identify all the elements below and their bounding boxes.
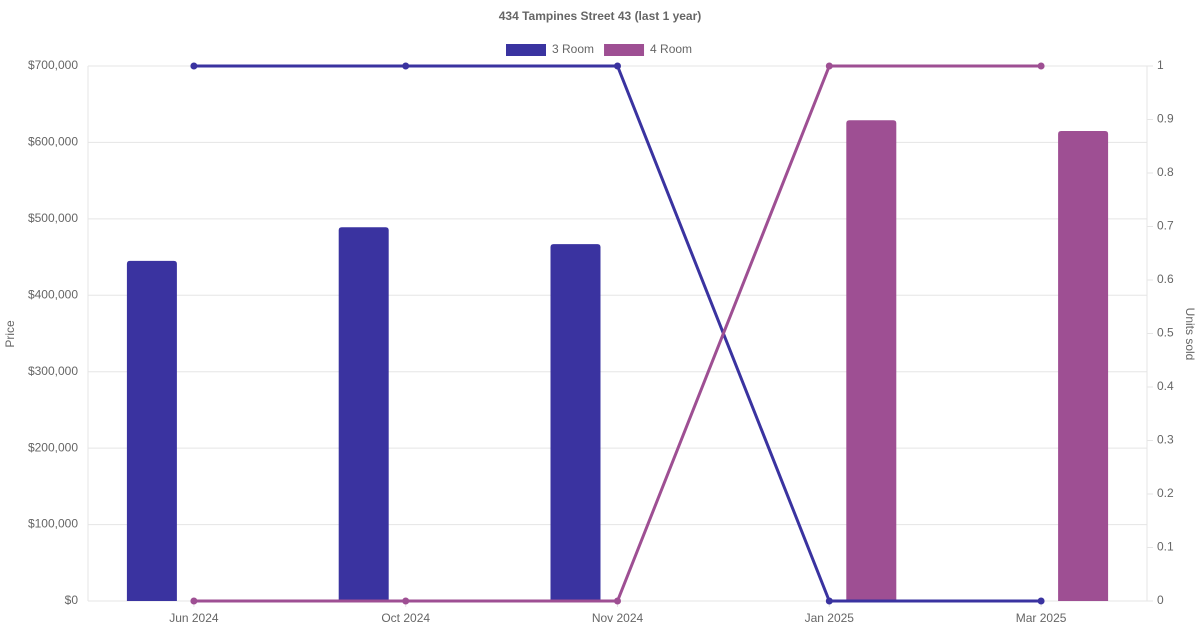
y2-tick-label: 0.2 (1157, 486, 1174, 500)
bar (126, 260, 177, 601)
x-tick-label: Mar 2025 (1016, 611, 1067, 625)
legend-label: 3 Room (552, 42, 594, 56)
y2-tick-label: 0.4 (1157, 379, 1174, 393)
x-tick-label: Nov 2024 (592, 611, 644, 625)
line-point (1037, 597, 1045, 605)
y2-tick-label: 0.1 (1157, 540, 1174, 554)
line (193, 64, 1042, 603)
line-point (1037, 62, 1045, 70)
y2-tick-label: 0.5 (1157, 326, 1174, 340)
y-tick-label: $200,000 (28, 440, 78, 454)
bar (846, 120, 897, 601)
x-tick-label: Jan 2025 (805, 611, 855, 625)
line-point (614, 597, 621, 605)
y2-axis-title: Units sold (1183, 308, 1197, 361)
line-point (825, 62, 833, 70)
bar (1058, 130, 1109, 601)
line-point (190, 62, 198, 70)
y-tick-label: $600,000 (28, 135, 78, 149)
line-point (614, 62, 621, 70)
y2-tick-label: 0.6 (1157, 272, 1174, 286)
x-tick-label: Jun 2024 (169, 611, 219, 625)
y2-tick-label: 0.7 (1157, 219, 1174, 233)
legend-swatch (506, 44, 546, 56)
y-tick-label: $100,000 (28, 517, 78, 531)
x-tick-label: Oct 2024 (381, 611, 430, 625)
legend-label: 4 Room (650, 42, 692, 56)
line-point (402, 62, 410, 70)
line-point (402, 597, 410, 605)
y-tick-label: $400,000 (28, 287, 78, 301)
bar (338, 227, 389, 601)
y-tick-label: $500,000 (28, 211, 78, 225)
y2-tick-label: 0 (1157, 593, 1164, 607)
y2-tick-label: 0.8 (1157, 165, 1174, 179)
y-tick-label: $300,000 (28, 364, 78, 378)
y-axis-title: Price (3, 320, 17, 348)
bar (550, 244, 601, 602)
y-tick-label: $700,000 (28, 58, 78, 72)
line-point (190, 597, 198, 605)
chart-title: 434 Tampines Street 43 (last 1 year) (499, 9, 702, 23)
y-tick-label: $0 (65, 593, 79, 607)
y2-tick-label: 0.3 (1157, 433, 1174, 447)
y2-tick-label: 0.9 (1157, 112, 1174, 126)
legend-swatch (604, 44, 645, 56)
line (193, 64, 1042, 603)
line-point (825, 597, 833, 605)
y2-tick-label: 1 (1157, 58, 1164, 72)
